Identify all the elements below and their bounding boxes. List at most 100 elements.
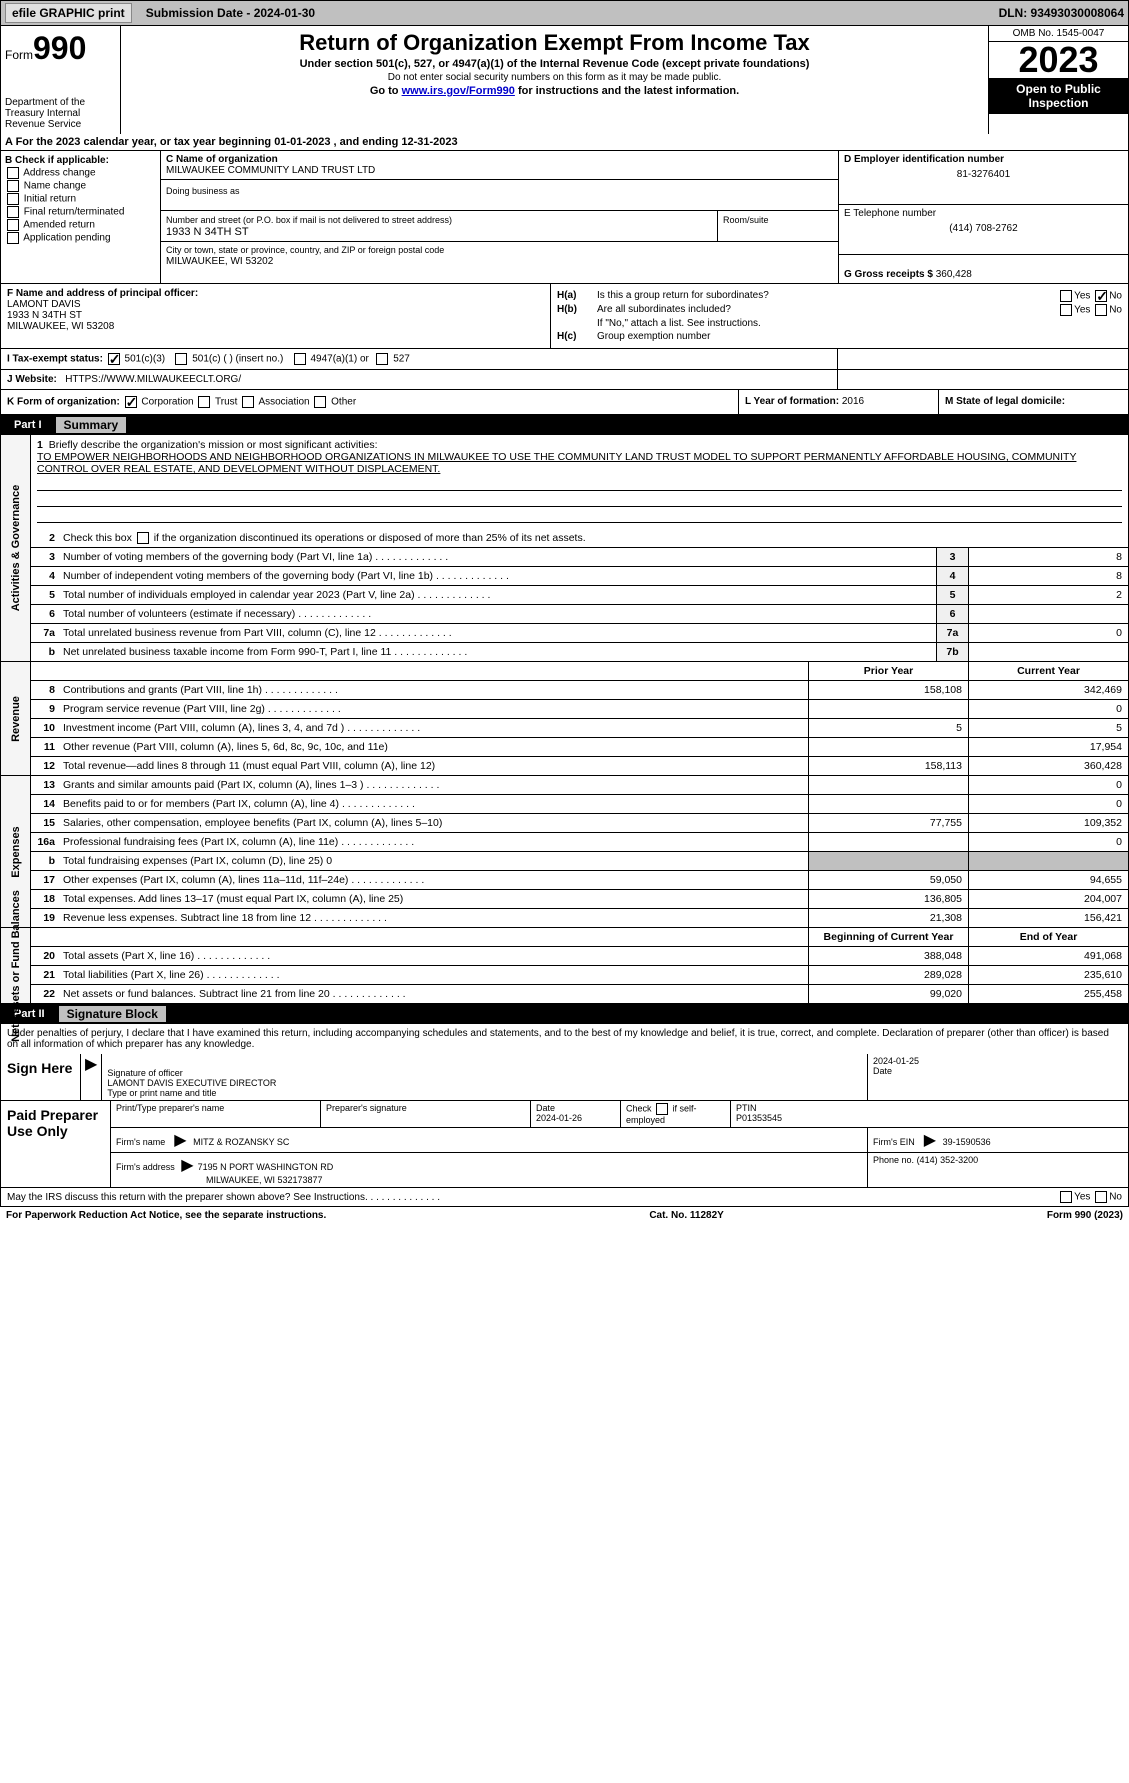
hb-boxes: Yes No (1002, 304, 1122, 316)
irs-discuss-row: May the IRS discuss this return with the… (0, 1188, 1129, 1207)
firm-ein: Firm's EIN ▶ 39-1590536 (868, 1128, 1128, 1152)
efile-topbar: efile GRAPHIC print Submission Date - 20… (0, 0, 1129, 26)
l10p: 5 (808, 719, 968, 737)
l12p: 158,113 (808, 757, 968, 775)
l5v: 2 (968, 586, 1128, 604)
box-b-title: B Check if applicable: (5, 155, 156, 166)
ha-yes[interactable] (1060, 290, 1072, 302)
tax-exempt-row: I Tax-exempt status: 501(c)(3) 501(c) ( … (1, 349, 838, 369)
ein-cell: D Employer identification number 81-3276… (839, 151, 1128, 205)
l22: Net assets or fund balances. Subtract li… (59, 985, 808, 1003)
form-label: Form (5, 48, 33, 62)
l16ap (808, 833, 968, 851)
cb-name-change[interactable]: Name change (5, 180, 156, 192)
l21: Total liabilities (Part X, line 26) (59, 966, 808, 984)
ein-label: D Employer identification number (844, 154, 1004, 165)
box-h: H(a) Is this a group return for subordin… (551, 284, 1128, 348)
cb-address-change[interactable]: Address change (5, 167, 156, 179)
irs-discuss-text: May the IRS discuss this return with the… (7, 1192, 440, 1203)
cb-trust[interactable] (198, 396, 210, 408)
hb-yes[interactable] (1060, 304, 1072, 316)
cb-amended-return[interactable]: Amended return (5, 219, 156, 231)
form-990: 990 (33, 30, 86, 66)
discuss-no[interactable] (1095, 1191, 1107, 1203)
cb-final-return[interactable]: Final return/terminated (5, 206, 156, 218)
row-i: I Tax-exempt status: 501(c)(3) 501(c) ( … (0, 349, 1129, 370)
city-cell: City or town, state or province, country… (161, 242, 838, 270)
cb-501c3[interactable] (108, 353, 120, 365)
cb-4947[interactable] (294, 353, 306, 365)
l14: Benefits paid to or for members (Part IX… (59, 795, 808, 813)
tax-year: 2023 (989, 42, 1128, 78)
sign-here-label: Sign Here (1, 1054, 81, 1100)
paid-preparer-label: Paid Preparer Use Only (1, 1101, 111, 1187)
cat-no: Cat. No. 11282Y (649, 1210, 723, 1221)
firm-address: Firm's address ▶7195 N PORT WASHINGTON R… (111, 1153, 868, 1187)
cb-discontinued[interactable] (137, 532, 149, 544)
l17c: 94,655 (968, 871, 1128, 889)
cb-527[interactable] (376, 353, 388, 365)
l8p: 158,108 (808, 681, 968, 699)
cb-initial-return[interactable]: Initial return (5, 193, 156, 205)
cb-501c[interactable] (175, 353, 187, 365)
tel-label: E Telephone number (844, 208, 936, 219)
l21c: 235,610 (968, 966, 1128, 984)
vtab-netassets: Net Assets or Fund Balances (1, 928, 31, 1003)
cb-other[interactable] (314, 396, 326, 408)
part2-title: Signature Block (59, 1006, 166, 1022)
cb-application-pending[interactable]: Application pending (5, 232, 156, 244)
street-cell: Number and street (or P.O. box if mail i… (161, 211, 718, 241)
prep-self-employed: Check if self-employed (621, 1101, 731, 1127)
l18: Total expenses. Add lines 13–17 (must eq… (59, 890, 808, 908)
box-d: D Employer identification number 81-3276… (838, 151, 1128, 283)
l11: Other revenue (Part VIII, column (A), li… (59, 738, 808, 756)
pra-notice: For Paperwork Reduction Act Notice, see … (6, 1210, 326, 1221)
subtitle-3: Go to www.irs.gov/Form990 for instructio… (129, 85, 980, 97)
sig-label: Signature of officer (107, 1068, 182, 1078)
l22c: 255,458 (968, 985, 1128, 1003)
footer: For Paperwork Reduction Act Notice, see … (0, 1207, 1129, 1224)
gross-value: 360,428 (936, 269, 972, 280)
l20c: 491,068 (968, 947, 1128, 965)
cb-self-employed[interactable] (656, 1103, 668, 1115)
vtab-governance: Activities & Governance (1, 435, 31, 661)
section-bcd: B Check if applicable: Address change Na… (0, 151, 1129, 284)
hb-text: Are all subordinates included? (597, 304, 1002, 315)
sig-date: 2024-01-25 (873, 1056, 919, 1066)
l1-label: Briefly describe the organization's miss… (49, 439, 378, 451)
irs-link[interactable]: www.irs.gov/Form990 (402, 85, 515, 97)
cb-corporation[interactable] (125, 396, 137, 408)
l16b-shade1 (808, 852, 968, 870)
submission-date: Submission Date - 2024-01-30 (146, 6, 315, 20)
hb-no[interactable] (1095, 304, 1107, 316)
ha-no[interactable] (1095, 290, 1107, 302)
perjury-text: Under penalties of perjury, I declare th… (0, 1024, 1129, 1054)
officer-addr2: MILWAUKEE, WI 53208 (7, 321, 114, 332)
efile-label[interactable]: efile GRAPHIC print (5, 3, 132, 23)
row-k-label: K Form of organization: (7, 397, 120, 408)
l9c: 0 (968, 700, 1128, 718)
street-value: 1933 N 34TH ST (166, 226, 249, 238)
hc-text: Group exemption number (597, 331, 1122, 342)
l7av: 0 (968, 624, 1128, 642)
l9p (808, 700, 968, 718)
l2: Check this box if the organization disco… (59, 529, 1128, 547)
row-a-tax-year: A For the 2023 calendar year, or tax yea… (0, 134, 1129, 151)
l7bv (968, 643, 1128, 661)
cb-association[interactable] (242, 396, 254, 408)
year-formation: L Year of formation: 2016 (738, 390, 938, 414)
part1-expenses: Expenses 13Grants and similar amounts pa… (0, 776, 1129, 928)
l13c: 0 (968, 776, 1128, 794)
prep-ptin: PTINP01353545 (731, 1101, 1128, 1127)
discuss-yes[interactable] (1060, 1191, 1072, 1203)
prep-sig-hdr: Preparer's signature (321, 1101, 531, 1127)
box-c: C Name of organization MILWAUKEE COMMUNI… (161, 151, 838, 283)
gross-label: G Gross receipts $ (844, 269, 936, 280)
gross-cell: G Gross receipts $ 360,428 (839, 255, 1128, 283)
org-name: MILWAUKEE COMMUNITY LAND TRUST LTD (166, 165, 375, 176)
sig-date-label: Date (873, 1066, 892, 1076)
row-j: J Website: HTTPS://WWW.MILWAUKEECLT.ORG/ (0, 370, 1129, 390)
l18p: 136,805 (808, 890, 968, 908)
row-j-right (838, 370, 1128, 389)
l16b-shade2 (968, 852, 1128, 870)
